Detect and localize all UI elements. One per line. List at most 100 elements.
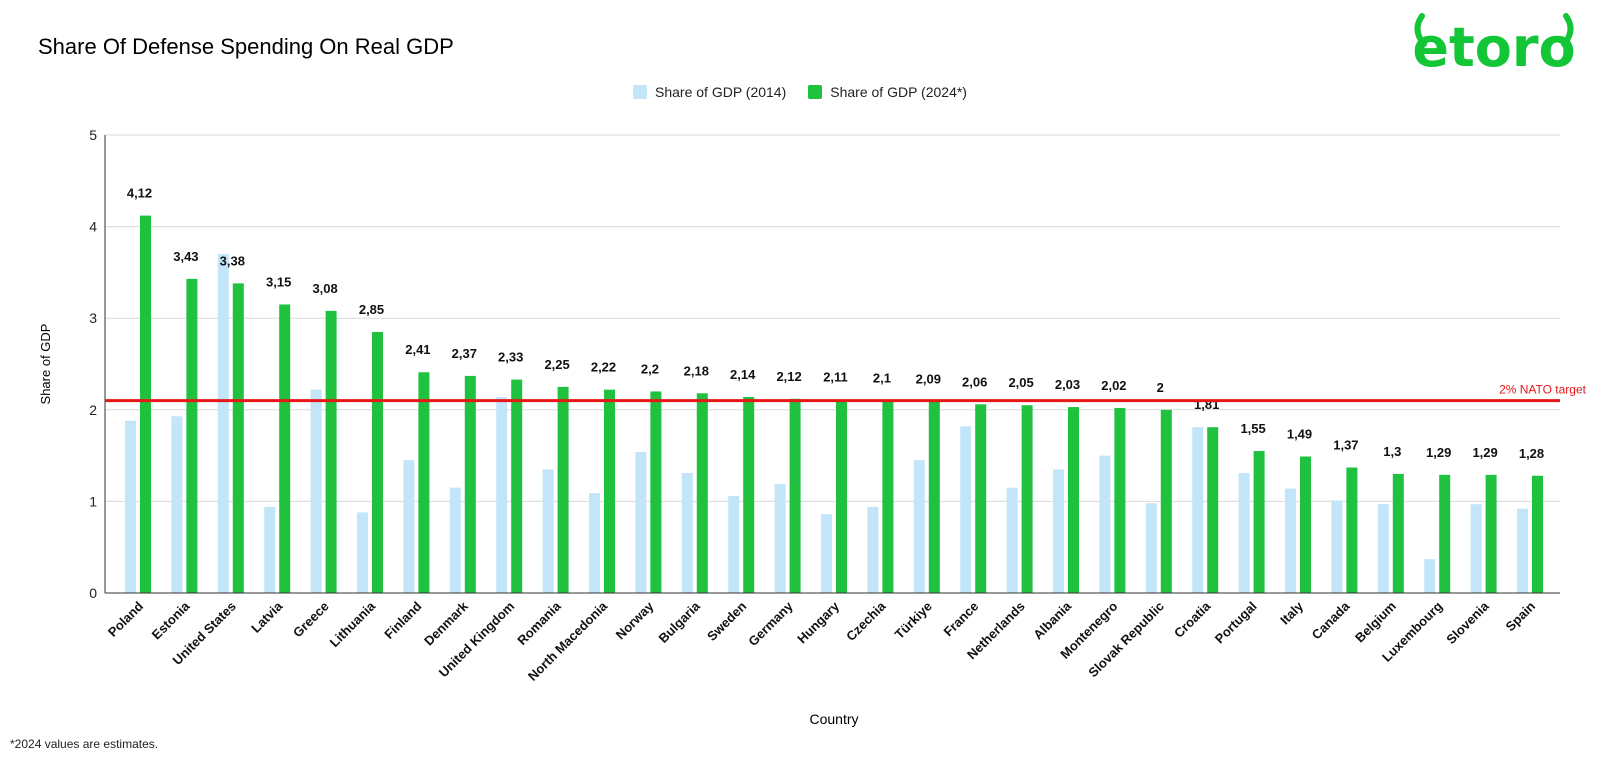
value-label: 2 [1157, 380, 1164, 395]
value-label: 3,15 [266, 274, 291, 289]
x-tick-label: Hungary [794, 598, 842, 646]
x-tick-label: Bulgaria [656, 598, 704, 646]
bar-2024 [372, 331, 383, 593]
bar-2024 [1300, 456, 1311, 593]
logo-text: etoro [1412, 16, 1575, 76]
x-tick-label: Italy [1277, 598, 1307, 628]
bar-2024 [232, 283, 244, 593]
bar-2014 [681, 473, 693, 593]
x-tick-label: Germany [745, 598, 796, 649]
y-tick-label: 4 [89, 219, 97, 235]
x-tick-label: Sweden [704, 598, 749, 643]
value-label: 3,08 [312, 281, 337, 296]
x-tick-label: Portugal [1212, 599, 1260, 647]
legend-swatch-2024 [808, 85, 823, 99]
value-label: 2,33 [498, 350, 523, 365]
x-tick-label: Finland [381, 598, 424, 641]
bar-2024 [836, 399, 847, 593]
value-label: 3,38 [220, 253, 245, 268]
x-tick-label: Albania [1030, 598, 1074, 642]
value-label: 1,3 [1383, 444, 1401, 459]
x-tick-label: Slovenia [1443, 598, 1492, 647]
legend-item-2024[interactable]: Share of GDP (2024*) [808, 84, 967, 100]
value-label: 2,25 [544, 357, 569, 372]
bar-2014 [1470, 504, 1482, 593]
y-tick-label: 5 [89, 127, 97, 143]
bar-2024 [604, 389, 615, 593]
gridlines [105, 134, 1560, 502]
bar-2014 [310, 389, 322, 593]
value-label: 2,05 [1008, 375, 1033, 390]
bar-2024 [1532, 475, 1543, 593]
bar-2024 [511, 379, 523, 593]
bar-2024 [650, 391, 662, 593]
x-axis-title: Country [809, 711, 858, 727]
value-label: 2,41 [405, 342, 430, 357]
bar-2024 [1160, 409, 1172, 593]
bar-2014 [496, 396, 508, 593]
bar-2014 [1099, 455, 1111, 593]
legend-item-2014[interactable]: Share of GDP (2014) [633, 84, 786, 100]
bar-2024 [1253, 451, 1265, 593]
bar-2014 [635, 451, 647, 593]
legend: Share of GDP (2014) Share of GDP (2024*) [0, 84, 1600, 100]
bar-2024 [186, 278, 198, 593]
bar-2024 [696, 393, 708, 593]
y-tick-label: 1 [89, 493, 97, 509]
value-label: 2,22 [591, 360, 616, 375]
value-label: 3,43 [173, 249, 198, 264]
value-label: 1,29 [1472, 445, 1497, 460]
bar-2014 [125, 420, 136, 593]
value-label: 2,18 [684, 363, 709, 378]
bar-2014 [171, 416, 183, 593]
bar-2024 [1439, 474, 1451, 593]
value-label: 2,06 [962, 374, 987, 389]
bar-2014 [357, 512, 368, 593]
y-tick-label: 2 [89, 402, 97, 418]
bar-2014 [403, 460, 415, 593]
value-label: 2,02 [1101, 378, 1126, 393]
y-axis-title: Share of GDP [38, 324, 53, 405]
nato-target-label: 2% NATO target [1499, 383, 1587, 397]
value-label: 1,28 [1519, 446, 1544, 461]
x-tick-label: France [941, 599, 982, 640]
x-tick-label: Belgium [1352, 599, 1399, 646]
bar-2024 [1068, 407, 1079, 593]
value-label: 2,09 [916, 372, 941, 387]
bar-2024 [1346, 467, 1358, 593]
y-tick-label: 3 [89, 310, 97, 326]
bar-2014 [1238, 473, 1250, 593]
x-tick-label: Croatia [1171, 598, 1214, 641]
value-label: 2,12 [776, 369, 801, 384]
legend-swatch-2014 [633, 85, 647, 99]
bar-2024 [1485, 474, 1497, 593]
value-label: 4,12 [127, 186, 152, 201]
x-tick-label: Greece [290, 599, 332, 641]
value-label: 2,37 [452, 346, 477, 361]
x-tick-label: Norway [613, 598, 657, 642]
bar-2014 [589, 493, 600, 593]
value-labels: 4,12 3,43 3,38 3,15 3,08 2,85 2,41 2,37 2,33 2,25… [127, 186, 1544, 461]
x-tick-label: Canada [1309, 598, 1353, 642]
x-tick-label: North Macedonia [525, 598, 611, 684]
bar-2014 [1053, 469, 1064, 593]
chart-title: Share Of Defense Spending On Real GDP [38, 34, 454, 59]
x-tick-label: Türkiye [892, 599, 935, 642]
legend-label-2024: Share of GDP (2024*) [830, 84, 967, 100]
bar-2014 [1006, 487, 1018, 593]
bar-2024 [1021, 405, 1033, 593]
value-label: 2,1 [873, 371, 891, 386]
bar-2024 [140, 215, 151, 593]
bar-2024 [789, 398, 801, 593]
etoro-logo: etoro [1410, 10, 1580, 81]
bar-2024 [928, 401, 940, 593]
y-tick-labels: 0 1 2 3 4 5 [89, 127, 97, 601]
bar-2014 [728, 495, 740, 593]
value-label: 2,11 [823, 370, 848, 385]
bar-2014 [1331, 500, 1343, 593]
bar-2014 [1424, 559, 1436, 593]
value-label: 2,2 [641, 361, 659, 376]
legend-label-2014: Share of GDP (2014) [655, 84, 787, 100]
x-tick-label: Latvia [248, 598, 286, 636]
